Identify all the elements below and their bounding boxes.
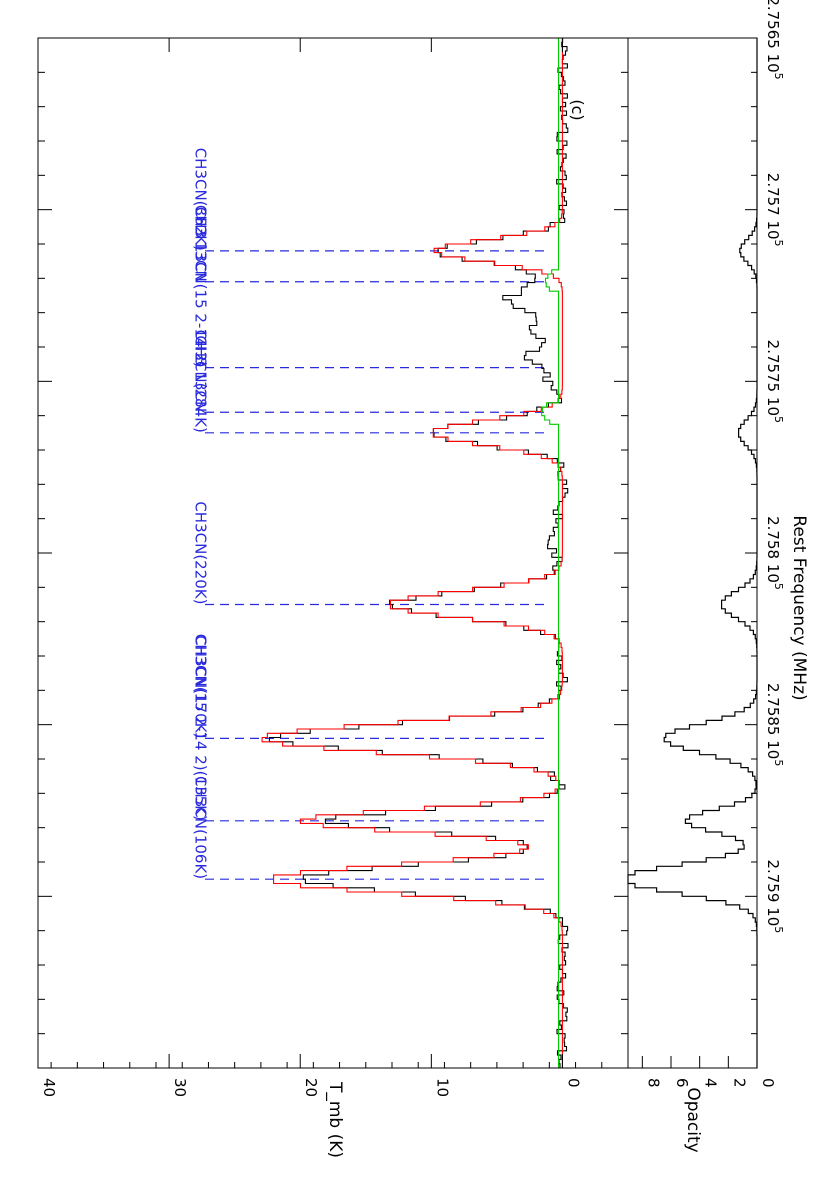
tmb-tick-label-0: 0 (564, 1078, 582, 1088)
freq-tick-label-2: 2.7575 105 (764, 340, 785, 423)
bottom-panel (627, 37, 758, 1069)
op-tick-label-1: 2 (730, 1078, 748, 1088)
axes-text: 0 10 20 30 40 0 24 6 8 2.7565 105 2.757 105 2.7575 … (40, 0, 809, 1158)
marker-label-6: CH3CN(170K) (192, 635, 210, 738)
tmb-axis-title: T_mb (K) (325, 1081, 345, 1158)
marker-label-0: CH3CN(362K) (192, 148, 210, 251)
tmb-tick-label-1: 10 (433, 1078, 451, 1097)
series-observed (268, 38, 569, 1068)
op-tick-label-4: 8 (644, 1078, 662, 1088)
tmb-tick-label-4: 40 (40, 1078, 58, 1097)
marker-label-5: CH3CN(220K) (192, 501, 210, 604)
freq-tick-label-3: 2.758 105 (764, 516, 785, 590)
marker-label-7: CH3CN(15 2-14 2)(135K) (192, 634, 210, 821)
series-baseline (541, 38, 560, 1068)
bottom-frame (627, 37, 758, 1069)
marker-label-8: CH3CN(106K) (192, 776, 210, 879)
tmb-tick-label-2: 20 (302, 1078, 320, 1097)
series-opacity (627, 38, 758, 1068)
op-tick-label-3: 6 (673, 1078, 691, 1088)
op-tick-label-2: 4 (702, 1078, 720, 1088)
freq-tick-label-0: 2.7565 105 (764, 0, 785, 80)
freq-tick-label-4: 2.7585 105 (764, 683, 785, 766)
marker-label-2: CH3 13CN(15 2-14 2) (192, 207, 210, 368)
series-model (261, 38, 563, 1068)
tmb-tick-label-3: 30 (171, 1078, 189, 1097)
marker-label-3: CH3 13CN (192, 335, 210, 412)
opacity-axis-title: Opacity (683, 1087, 703, 1152)
x-axis-title: Rest Frequency (MHz) (789, 515, 809, 700)
marker-label-4: CH3CN(284K) (192, 330, 210, 433)
marker-label-1: CH3 13CN (192, 205, 210, 282)
top-frame (37, 37, 629, 1069)
panel-label: (c) (568, 99, 587, 120)
op-tick-label-0: 0 (759, 1078, 777, 1088)
freq-tick-label-5: 2.759 105 (764, 859, 785, 933)
freq-tick-label-1: 2.757 105 (764, 173, 785, 247)
